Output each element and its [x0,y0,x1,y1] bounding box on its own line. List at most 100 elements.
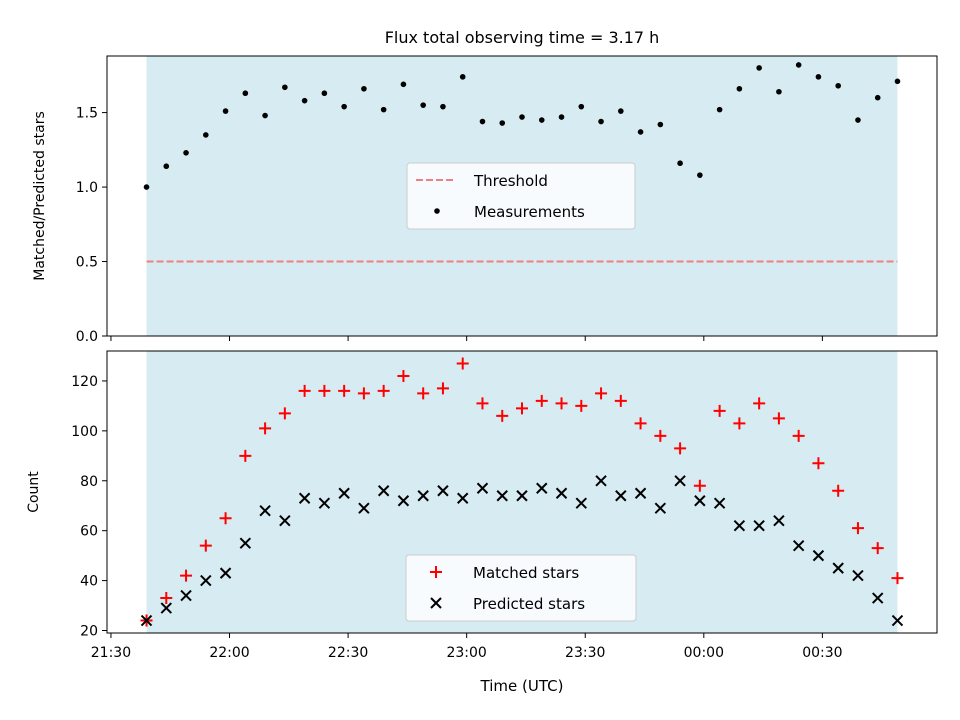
y-axis-label-top: Matched/Predicted stars [32,111,48,281]
predicted-star-point [397,495,410,507]
measurement-point [736,85,743,92]
predicted-star-point [298,492,311,504]
matched-star-point [693,479,706,492]
predicted-star-point [279,514,291,527]
predicted-star-point [812,549,825,562]
measurement-point [400,81,407,88]
measurement-point [677,160,683,167]
matched-star-point [219,512,232,525]
predicted-star-point [318,497,331,509]
y-tick-label-top: 1.0 [76,180,98,196]
measurement-point [558,114,565,120]
y-tick-label-bottom: 100 [71,424,98,440]
matched-star-point [674,442,687,455]
measurement-point [380,106,387,113]
predicted-star-point [496,490,508,502]
legend-matched-label: Matched stars [473,564,579,582]
measurement-point [420,102,426,108]
measurement-point [341,103,347,110]
predicted-star-point [239,537,252,549]
matched-star-point [832,484,845,497]
measurement-point [637,129,644,135]
predicted-star-point [516,490,528,502]
x-tick-label: 22:00 [209,645,249,661]
matched-star-point [891,572,904,585]
predicted-star-point [832,562,844,574]
predicted-star-point [140,614,153,627]
chart-title: Flux total observing time = 3.17 h [385,28,660,47]
matched-star-point [397,369,410,382]
predicted-star-point [180,589,192,602]
matched-star-point [496,409,509,422]
panel-flux-ratio: 0.0 0.5 1.0 1.5 Matched/Predicted stars Thr… [32,55,938,345]
measurement-point [657,121,664,128]
matched-star-point [436,382,449,395]
measurement-point [776,88,782,95]
measurement-point [459,74,466,80]
matched-star-point [812,457,825,470]
measurement-point [143,184,150,190]
measurement-point [538,117,545,123]
predicted-star-point [536,482,548,494]
predicted-star-point [713,497,726,509]
matched-star-point [535,394,548,407]
predicted-star-point [160,602,172,614]
measurement-point [815,74,822,80]
measurement-point [262,112,268,119]
predicted-star-point [200,574,212,587]
legend-measurements-label: Measurements [474,203,585,221]
x-tick-label: 00:00 [684,645,724,661]
predicted-star-point [259,505,271,517]
predicted-star-point [891,614,904,627]
matched-star-point [298,384,311,397]
y-axis-ticks-bottom: 20 40 60 80 100 120 [71,374,107,640]
measurement-point [321,90,328,97]
measurement-point [222,108,229,114]
measurement-point [242,90,249,97]
matched-star-point [199,539,212,552]
predicted-star-point [615,490,627,502]
matched-stars-points [140,357,904,627]
predicted-star-point [358,502,370,514]
matched-star-point [772,412,785,425]
predicted-star-point [634,487,647,499]
x-tick-label: 00:30 [802,645,842,661]
predicted-star-point [674,475,686,487]
panel-star-counts: 20 40 60 80 100 120 21:30 22:00 22:30 23:00 23:30… [26,350,938,695]
predicted-star-point [654,502,667,514]
plot-frame-bottom [106,350,938,634]
measurement-point [519,114,525,120]
measurement-point [578,103,585,110]
matched-star-point [318,384,331,397]
x-tick-label: 23:30 [565,645,605,661]
y-tick-label-bottom: 20 [80,624,98,640]
measurement-point [282,84,288,91]
matched-star-point [377,384,390,397]
predicted-star-point [219,567,232,579]
x-tick-label: 22:30 [328,645,368,661]
measurement-point [301,97,308,104]
legend-box-top [406,162,636,230]
matched-star-point [417,387,430,400]
predicted-star-point [694,495,706,507]
x-tick-label: 21:30 [91,645,131,661]
predicted-star-point [437,485,449,497]
predicted-stars-points [140,475,904,627]
y-tick-label-bottom: 120 [71,374,98,390]
predicted-star-point [872,592,884,604]
predicted-star-point [338,487,350,499]
y-tick-label-top: 0.0 [76,329,98,345]
predicted-star-point [377,485,390,497]
matched-star-point [733,417,746,430]
predicted-star-point [753,519,765,532]
measurement-point [697,172,703,178]
measurement-point [874,94,881,101]
y-axis-label-bottom: Count [26,471,42,513]
predicted-star-point [792,539,805,552]
legend-measurements-swatch [434,208,440,214]
matched-star-point [595,387,608,400]
matched-star-point [516,402,528,415]
measurement-point [835,82,841,89]
measurement-point [183,150,189,156]
